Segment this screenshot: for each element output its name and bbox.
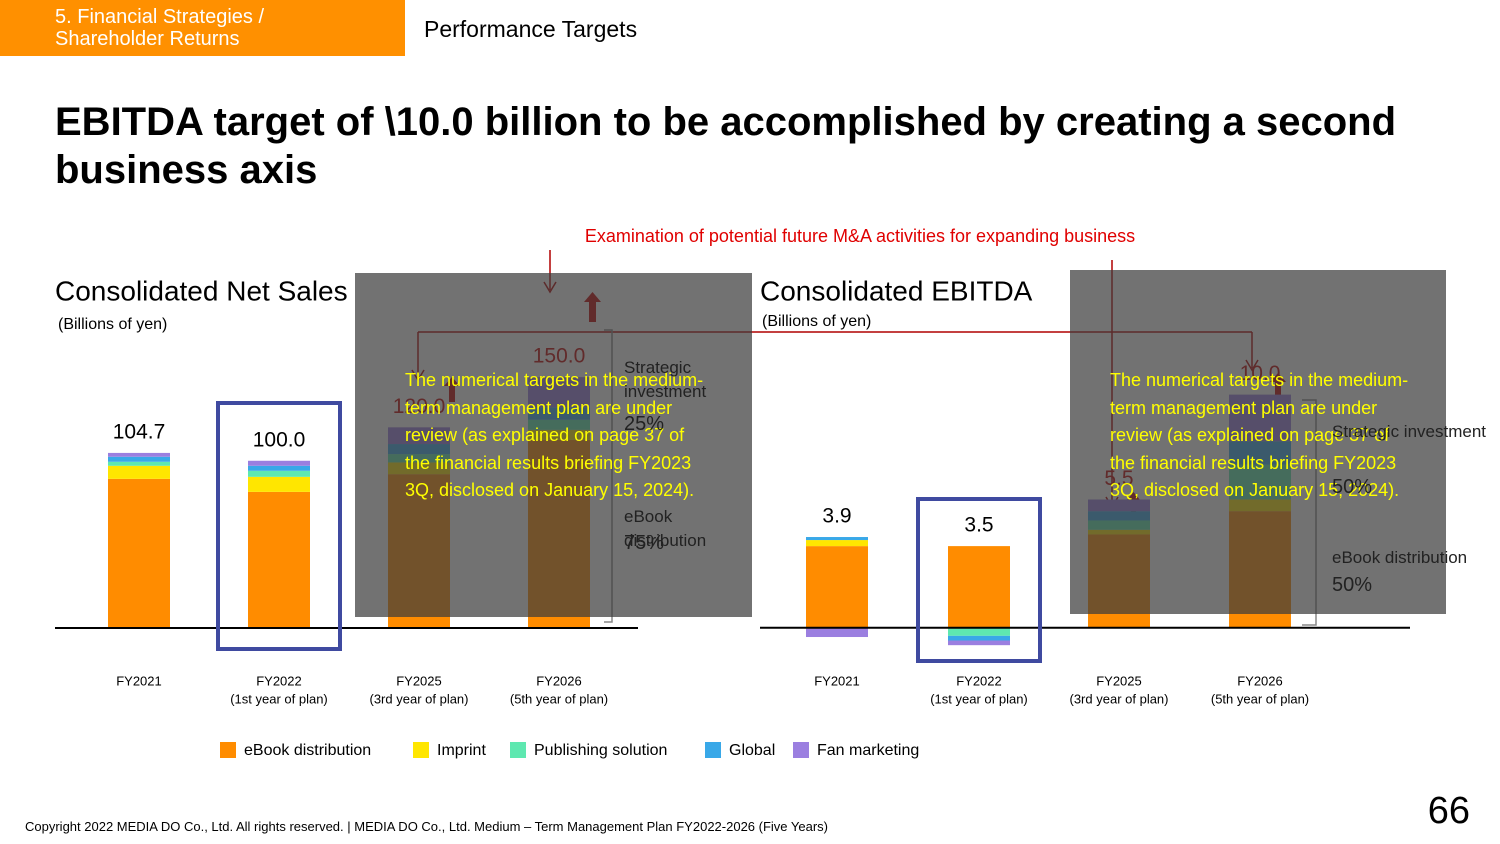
legend-swatch — [793, 742, 809, 758]
legend-swatch — [220, 742, 236, 758]
legend-swatch — [510, 742, 526, 758]
plan-highlight — [916, 497, 1042, 663]
legend-label: Fan marketing — [817, 742, 919, 759]
share-value: 50% — [1332, 476, 1373, 498]
bar-segment — [948, 640, 1010, 646]
share-name: eBook distribution — [624, 507, 707, 550]
review-overlay — [355, 273, 752, 617]
annotation: Examination of potential future M&A acti… — [585, 226, 1135, 246]
page-title: Performance Targets — [424, 16, 638, 42]
bar-segment — [948, 546, 1010, 628]
x-tick-label: FY2022 — [256, 673, 302, 688]
section-label: 5. Financial Strategies / Shareholder Re… — [55, 6, 264, 50]
bar-segment — [248, 460, 310, 466]
bar-segment — [248, 476, 310, 492]
x-tick-label: FY2021 — [116, 673, 162, 688]
total-label: 3.9 — [822, 505, 851, 528]
x-tick-note: (5th year of plan) — [510, 691, 608, 706]
share-value: 75% — [624, 532, 665, 554]
copyright: Copyright 2022 MEDIA DO Co., Ltd. All ri… — [25, 819, 828, 834]
x-tick-note: (5th year of plan) — [1211, 691, 1309, 706]
legend-swatch — [413, 742, 429, 758]
bar-segment — [248, 470, 310, 477]
legend-label: Publishing solution — [534, 742, 667, 759]
chart-title: Consolidated EBITDA — [760, 275, 1033, 306]
share-name: Strategic investment — [624, 358, 707, 401]
x-tick-label: FY2022 — [956, 673, 1002, 688]
bar-segment — [108, 465, 170, 479]
legend-label: eBook distribution — [244, 742, 371, 759]
x-tick-label: FY2025 — [1096, 673, 1142, 688]
share-name: Strategic investment — [1332, 422, 1487, 441]
share-name: eBook distribution — [1332, 548, 1468, 567]
bar-segment — [248, 465, 310, 471]
x-tick-note: (1st year of plan) — [230, 691, 328, 706]
x-tick-note: (1st year of plan) — [930, 691, 1028, 706]
bar-segment — [806, 627, 868, 638]
legend-swatch — [705, 742, 721, 758]
section-tag: 5. Financial Strategies / Shareholder Re… — [0, 0, 405, 56]
unit-label: (Billions of yen) — [762, 313, 871, 330]
total-label: 3.5 — [964, 514, 993, 537]
x-tick-label: FY2021 — [814, 673, 860, 688]
slide-title: EBITDA target of \10.0 billion to be acc… — [55, 100, 1397, 192]
chart-title: Consolidated Net Sales — [55, 275, 348, 306]
bar-segment — [806, 540, 868, 547]
bar-segment — [108, 452, 170, 457]
review-note: The numerical targets in the medium-term… — [1110, 370, 1409, 500]
share-value: 25% — [624, 413, 665, 435]
total-label: 100.0 — [253, 428, 306, 451]
x-tick-note: (3rd year of plan) — [1070, 691, 1169, 706]
bar-segment — [248, 491, 310, 628]
total-label: 104.7 — [113, 420, 166, 443]
legend-label: Imprint — [437, 742, 486, 759]
bar-segment — [108, 456, 170, 462]
bar-segment — [806, 537, 868, 541]
x-tick-label: FY2026 — [1237, 673, 1283, 688]
legend-label: Global — [729, 742, 775, 759]
unit-label: (Billions of yen) — [58, 316, 167, 333]
review-note: The numerical targets in the medium-term… — [405, 370, 704, 500]
bar-segment — [806, 546, 868, 628]
bar-segment — [108, 461, 170, 466]
bar-segment — [948, 635, 1010, 641]
share-value: 50% — [1332, 574, 1373, 596]
x-tick-note: (3rd year of plan) — [370, 691, 469, 706]
review-overlay — [1070, 270, 1446, 614]
x-tick-label: FY2026 — [536, 673, 582, 688]
page-number: 66 — [1427, 790, 1470, 832]
bar-segment — [948, 627, 1010, 636]
bar-segment — [108, 478, 170, 628]
x-tick-label: FY2025 — [396, 673, 442, 688]
plan-highlight — [216, 401, 342, 651]
